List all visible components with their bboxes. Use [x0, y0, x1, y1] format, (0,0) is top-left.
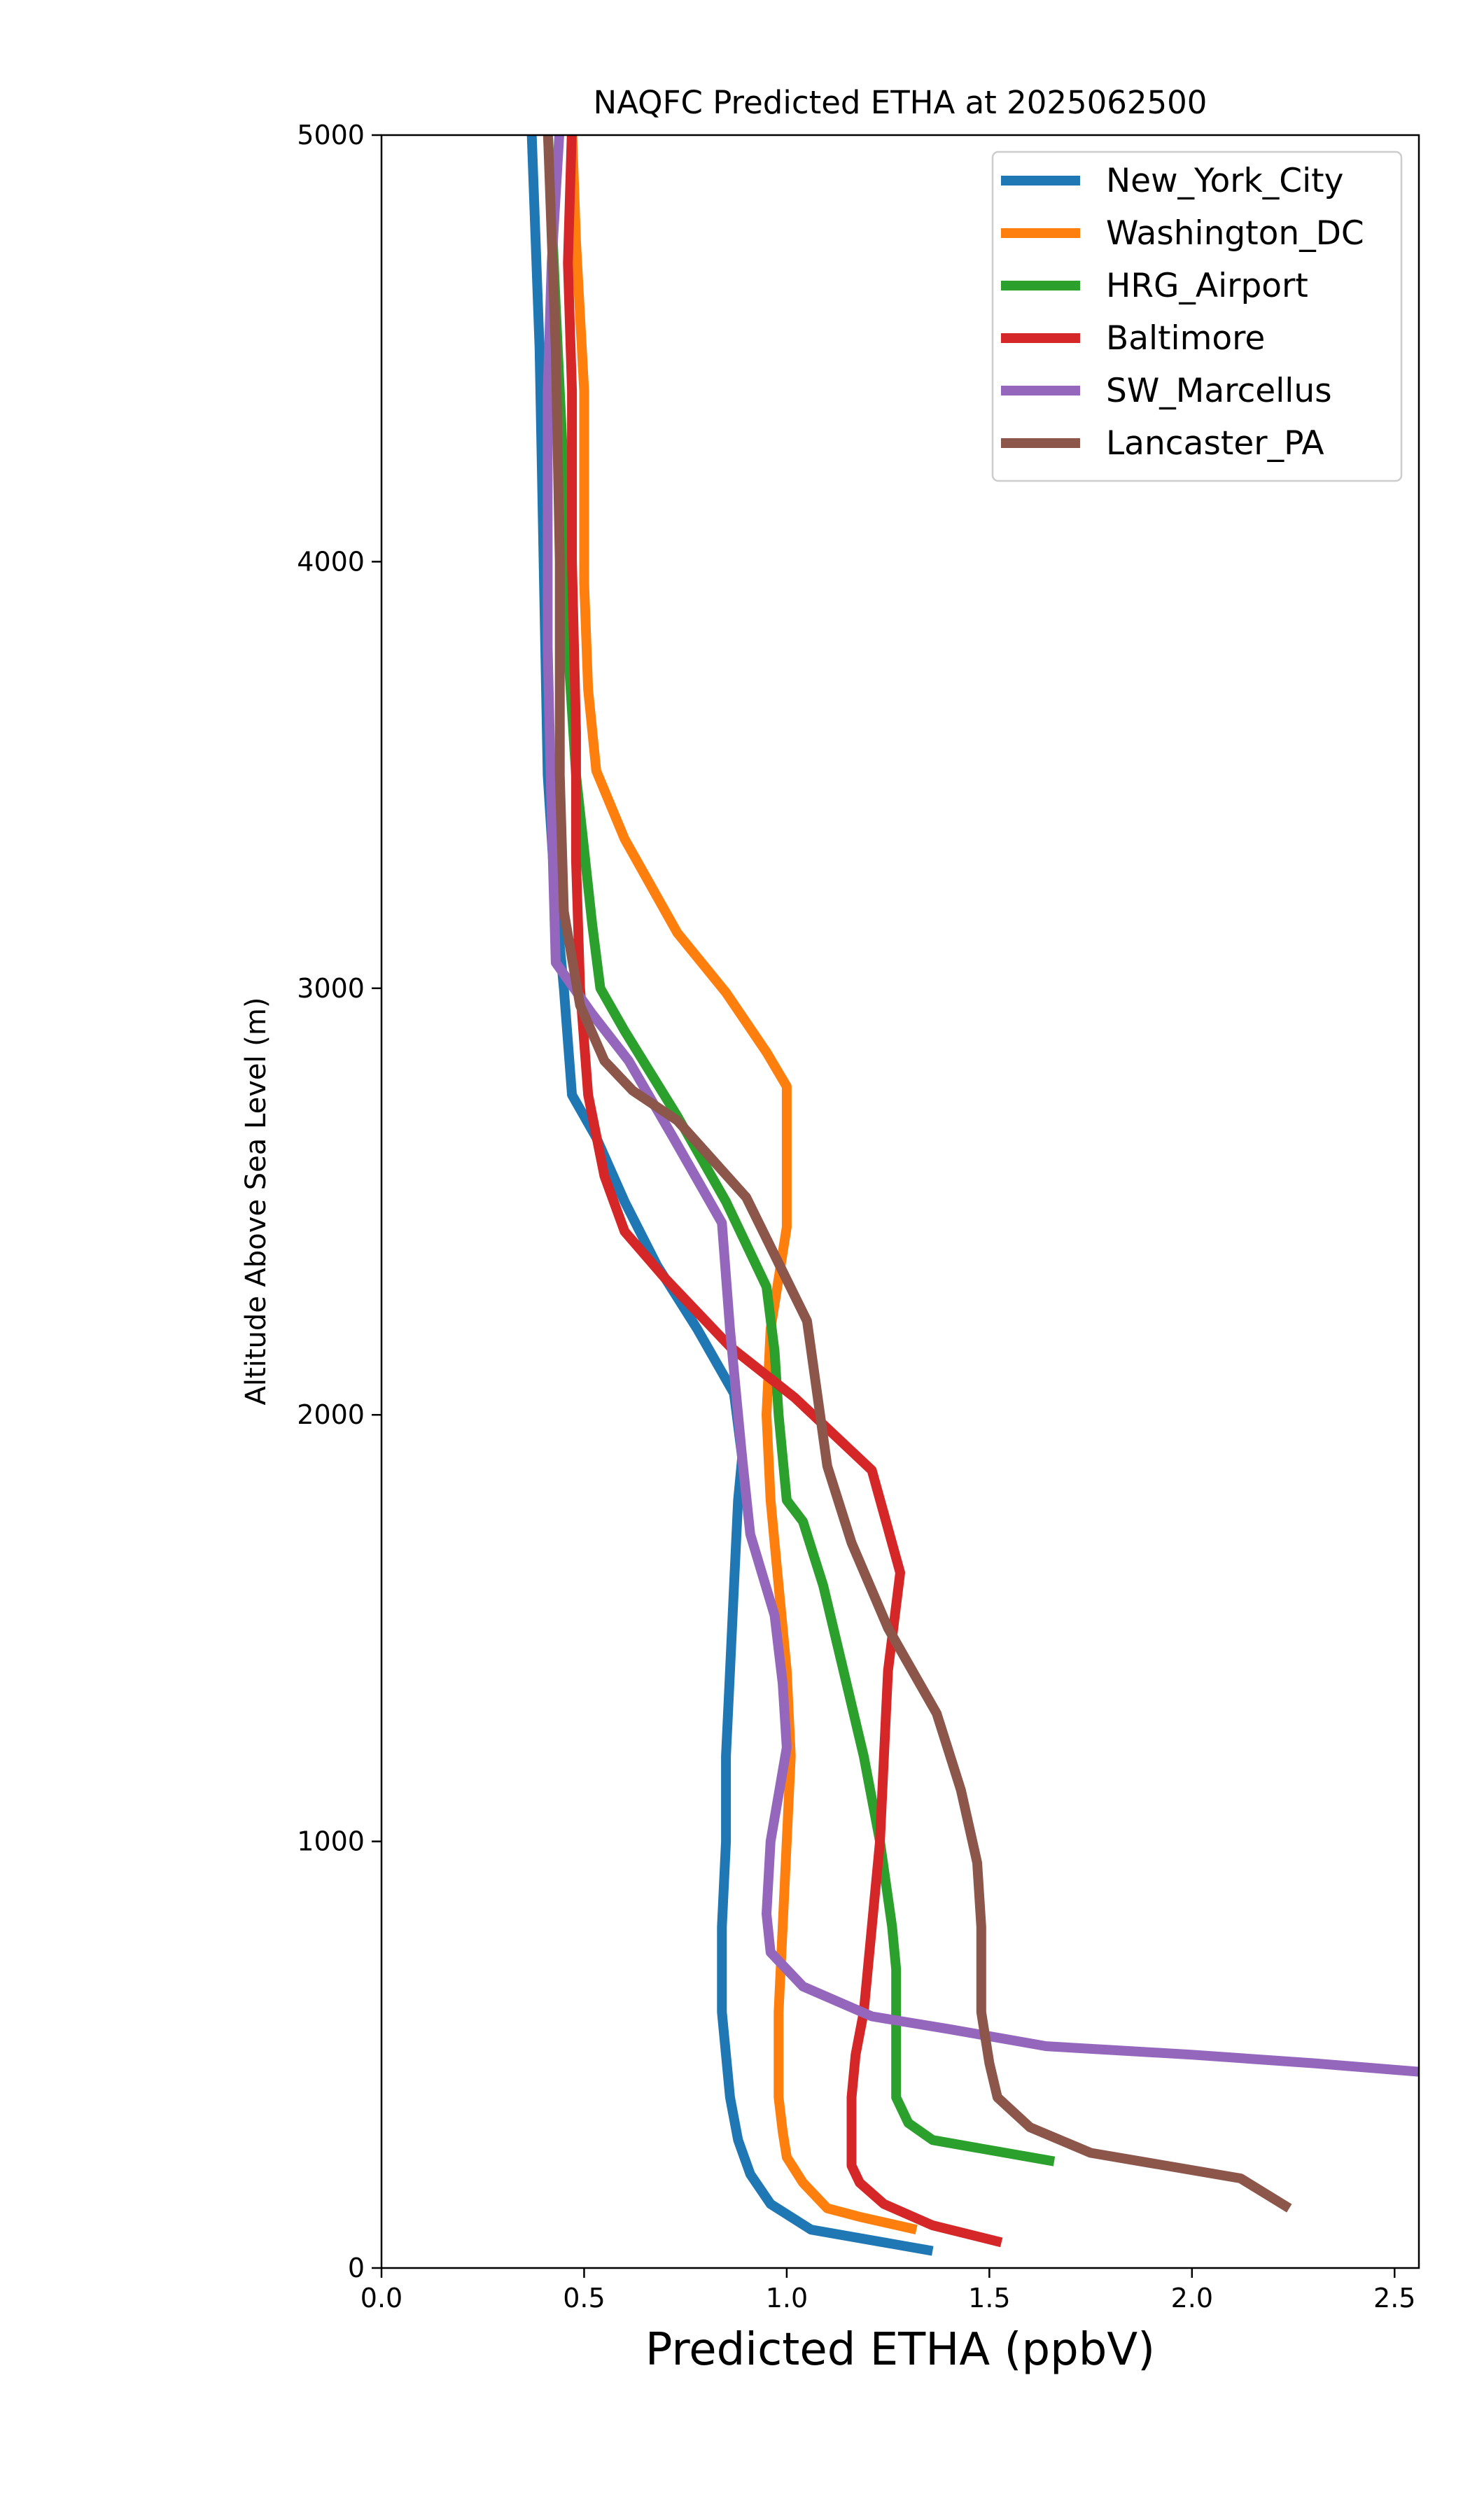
- y-tick-label: 4000: [297, 546, 365, 577]
- x-axis: 0.0 0.5 1.0 1.5 2.0 2.5: [360, 2268, 1415, 2314]
- series-line-Baltimore: [563, 135, 1003, 2248]
- series-layer: [526, 135, 1419, 2256]
- legend-label: Lancaster_PA: [1106, 424, 1324, 463]
- series-line-HRG_Airport: [542, 135, 1056, 2166]
- legend-box: [991, 150, 1403, 482]
- legend-label: Baltimore: [1106, 319, 1265, 358]
- legend: New_York_City Washington_DC HRG_Airport Bal…: [991, 150, 1403, 482]
- legend-label: HRG_Airport: [1106, 267, 1308, 305]
- legend-label: SW_Marcellus: [1106, 372, 1332, 410]
- x-tick-label: 0.5: [563, 2283, 605, 2314]
- y-tick-label: 2000: [297, 1399, 365, 1430]
- series-line-SW_Marcellus: [542, 135, 1419, 2077]
- series-line-Washington_DC: [567, 135, 918, 2235]
- y-tick-label: 3000: [297, 973, 365, 1004]
- y-axis: 0 1000 2000 3000 4000 5000: [297, 120, 382, 2283]
- y-tick-label: 0: [348, 2253, 365, 2283]
- chart-title: NAQFC Predicted ETHA at 2025062500: [594, 84, 1208, 121]
- series-line-Lancaster_PA: [542, 135, 1292, 2213]
- legend-label: New_York_City: [1106, 162, 1343, 200]
- x-tick-label: 2.5: [1373, 2283, 1415, 2314]
- y-tick-label: 1000: [297, 1826, 365, 1857]
- y-tick-label: 5000: [297, 120, 365, 150]
- x-axis-label: Predicted ETHA (ppbV): [645, 2324, 1155, 2376]
- x-tick-label: 2.0: [1171, 2283, 1213, 2314]
- y-axis-label: Altitude Above Sea Level (m): [240, 997, 272, 1406]
- x-tick-label: 1.5: [968, 2283, 1010, 2314]
- x-tick-label: 1.0: [766, 2283, 808, 2314]
- x-tick-label: 0.0: [360, 2283, 402, 2314]
- legend-label: Washington_DC: [1106, 214, 1364, 253]
- plot-frame: [380, 134, 1420, 2269]
